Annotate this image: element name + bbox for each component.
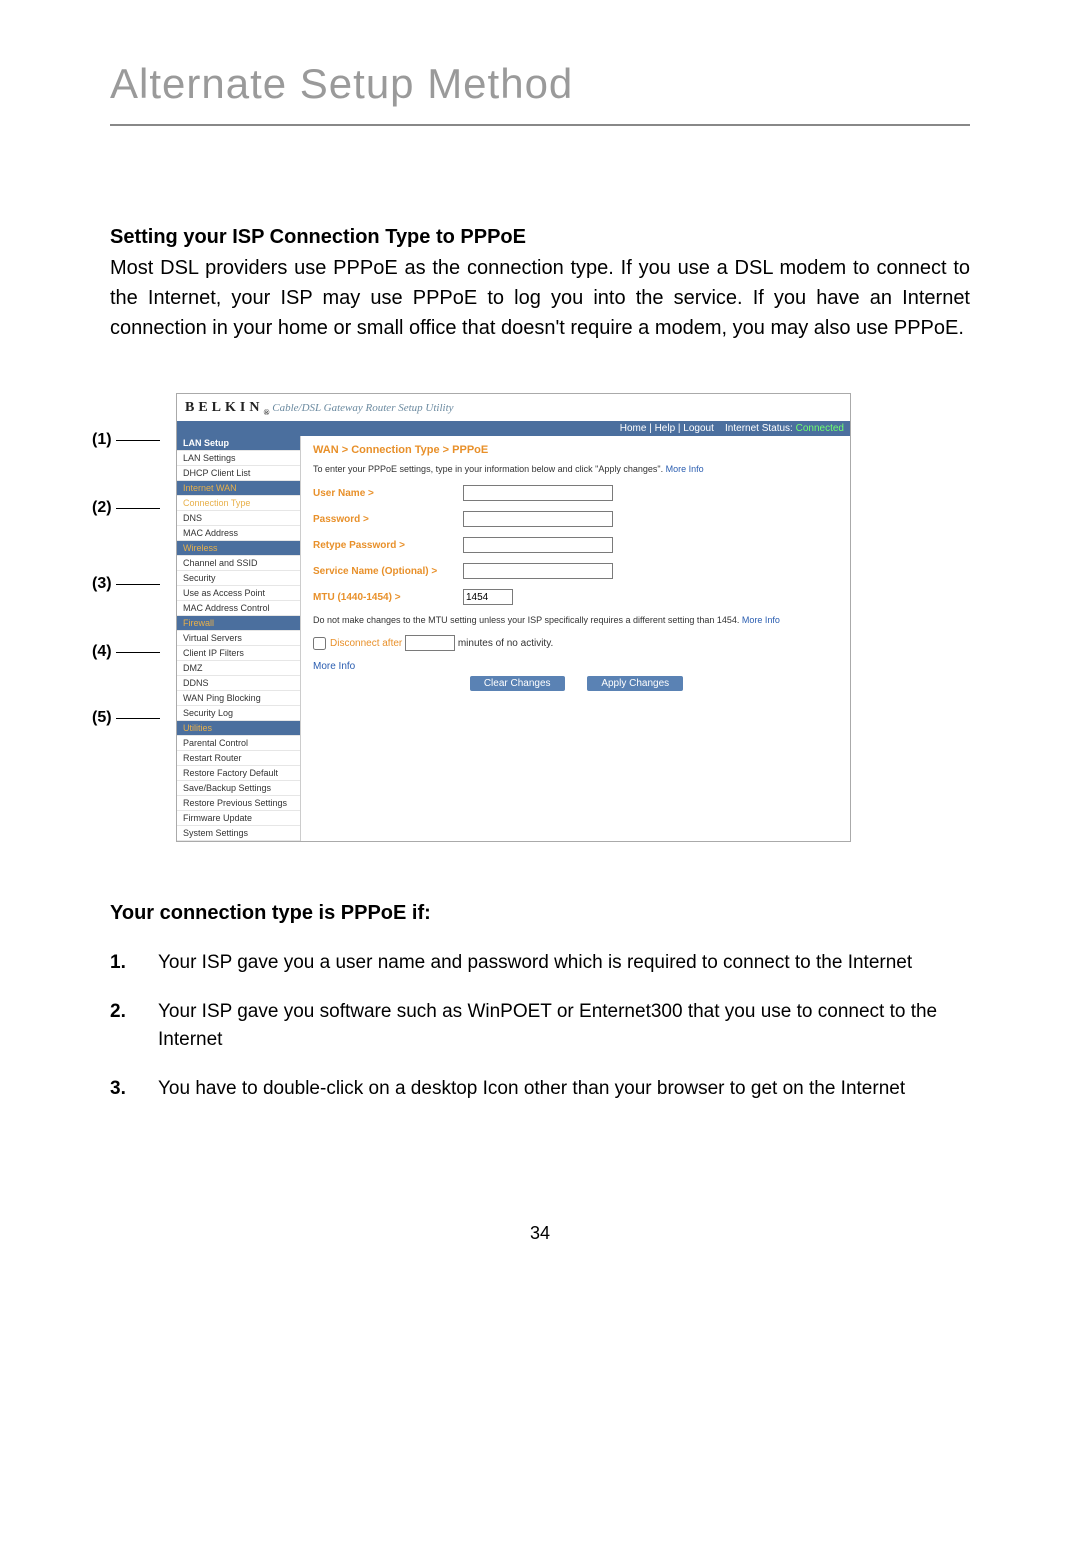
sidebar-item-client-ip-filters[interactable]: Client IP Filters [177, 646, 300, 661]
sidebar-item-virtual-servers[interactable]: Virtual Servers [177, 631, 300, 646]
internet-status-label: Internet Status: [725, 423, 793, 434]
sidebar-item-utilities[interactable]: Utilities [177, 721, 300, 736]
page-title: Alternate Setup Method [110, 60, 970, 126]
router-main-panel: WAN > Connection Type > PPPoE To enter y… [301, 436, 850, 841]
sidebar-item-internet-wan[interactable]: Internet WAN [177, 481, 300, 496]
router-screenshot-figure: (1) (2) (3) (4) (5) BELKIN® Cable/DSL Ga… [110, 393, 970, 842]
router-ui-window: BELKIN® Cable/DSL Gateway Router Setup U… [176, 393, 851, 842]
sidebar-item-lan-setup: LAN Setup [177, 436, 300, 451]
sidebar-item-save-backup-settings[interactable]: Save/Backup Settings [177, 781, 300, 796]
criteria-heading: Your connection type is PPPoE if: [110, 902, 970, 925]
disconnect-checkbox[interactable] [313, 637, 326, 650]
mtu-input[interactable] [463, 589, 513, 605]
apply-changes-button[interactable]: Apply Changes [587, 676, 683, 691]
sidebar-item-dns[interactable]: DNS [177, 511, 300, 526]
topbar-logout-link[interactable]: Logout [683, 423, 714, 434]
sidebar-item-firewall[interactable]: Firewall [177, 616, 300, 631]
sidebar-item-lan-settings[interactable]: LAN Settings [177, 451, 300, 466]
more-info-link-2[interactable]: More Info [313, 661, 355, 672]
mtu-note: Do not make changes to the MTU setting u… [313, 615, 840, 627]
callout-3: (3) [92, 575, 160, 593]
sidebar-item-restart-router[interactable]: Restart Router [177, 751, 300, 766]
sidebar-item-ddns[interactable]: DDNS [177, 676, 300, 691]
retype-password-input[interactable] [463, 537, 613, 553]
more-info-link-mtu[interactable]: More Info [742, 615, 780, 625]
sidebar-item-security-log[interactable]: Security Log [177, 706, 300, 721]
brand-logo: BELKIN® [185, 400, 269, 415]
criteria-list: Your ISP gave you a user name and passwo… [110, 949, 970, 1103]
section-heading-pppoe: Setting your ISP Connection Type to PPPo… [110, 226, 970, 249]
retype-password-label: Retype Password > [313, 540, 463, 551]
disconnect-minutes-input[interactable] [405, 635, 455, 651]
topbar-home-link[interactable]: Home [620, 423, 647, 434]
mtu-label: MTU (1440-1454) > [313, 592, 463, 603]
callout-1: (1) [92, 431, 160, 449]
sidebar-item-use-as-access-point[interactable]: Use as Access Point [177, 586, 300, 601]
callout-5: (5) [92, 709, 160, 727]
username-input[interactable] [463, 485, 613, 501]
criteria-item-1: Your ISP gave you a user name and passwo… [110, 949, 970, 977]
disconnect-suffix: minutes of no activity. [458, 638, 553, 649]
password-input[interactable] [463, 511, 613, 527]
intro-paragraph: Most DSL providers use PPPoE as the conn… [110, 253, 970, 343]
internet-status-value: Connected [796, 423, 844, 434]
password-label: Password > [313, 514, 463, 525]
breadcrumb: WAN > Connection Type > PPPoE [313, 444, 840, 456]
callout-4: (4) [92, 643, 160, 661]
username-label: User Name > [313, 488, 463, 499]
service-name-label: Service Name (Optional) > [313, 566, 463, 577]
sidebar-item-mac-address[interactable]: MAC Address [177, 526, 300, 541]
sidebar-item-channel-and-ssid[interactable]: Channel and SSID [177, 556, 300, 571]
sidebar-item-restore-previous-settings[interactable]: Restore Previous Settings [177, 796, 300, 811]
clear-changes-button[interactable]: Clear Changes [470, 676, 565, 691]
criteria-item-2: Your ISP gave you software such as WinPO… [110, 998, 970, 1053]
sidebar-item-system-settings[interactable]: System Settings [177, 826, 300, 841]
more-info-link-1[interactable]: More Info [666, 464, 704, 474]
page-number: 34 [110, 1223, 970, 1244]
router-header: BELKIN® Cable/DSL Gateway Router Setup U… [177, 394, 850, 421]
sidebar-item-restore-factory-default[interactable]: Restore Factory Default [177, 766, 300, 781]
sidebar-item-dmz[interactable]: DMZ [177, 661, 300, 676]
sidebar-item-security[interactable]: Security [177, 571, 300, 586]
router-topbar: Home | Help | Logout Internet Status: Co… [177, 421, 850, 436]
sidebar-item-wan-ping-blocking[interactable]: WAN Ping Blocking [177, 691, 300, 706]
callout-2: (2) [92, 499, 160, 517]
sidebar-item-dhcp-client-list[interactable]: DHCP Client List [177, 466, 300, 481]
brand-subtitle: Cable/DSL Gateway Router Setup Utility [272, 402, 453, 414]
sidebar-item-connection-type[interactable]: Connection Type [177, 496, 300, 511]
criteria-item-3: You have to double-click on a desktop Ic… [110, 1075, 970, 1103]
topbar-help-link[interactable]: Help [655, 423, 676, 434]
panel-description: To enter your PPPoE settings, type in yo… [313, 464, 840, 476]
sidebar-item-mac-address-control[interactable]: MAC Address Control [177, 601, 300, 616]
sidebar-item-parental-control[interactable]: Parental Control [177, 736, 300, 751]
disconnect-label: Disconnect after [330, 638, 402, 649]
service-name-input[interactable] [463, 563, 613, 579]
sidebar-item-firmware-update[interactable]: Firmware Update [177, 811, 300, 826]
router-sidebar: LAN SetupLAN SettingsDHCP Client ListInt… [177, 436, 301, 841]
sidebar-item-wireless[interactable]: Wireless [177, 541, 300, 556]
